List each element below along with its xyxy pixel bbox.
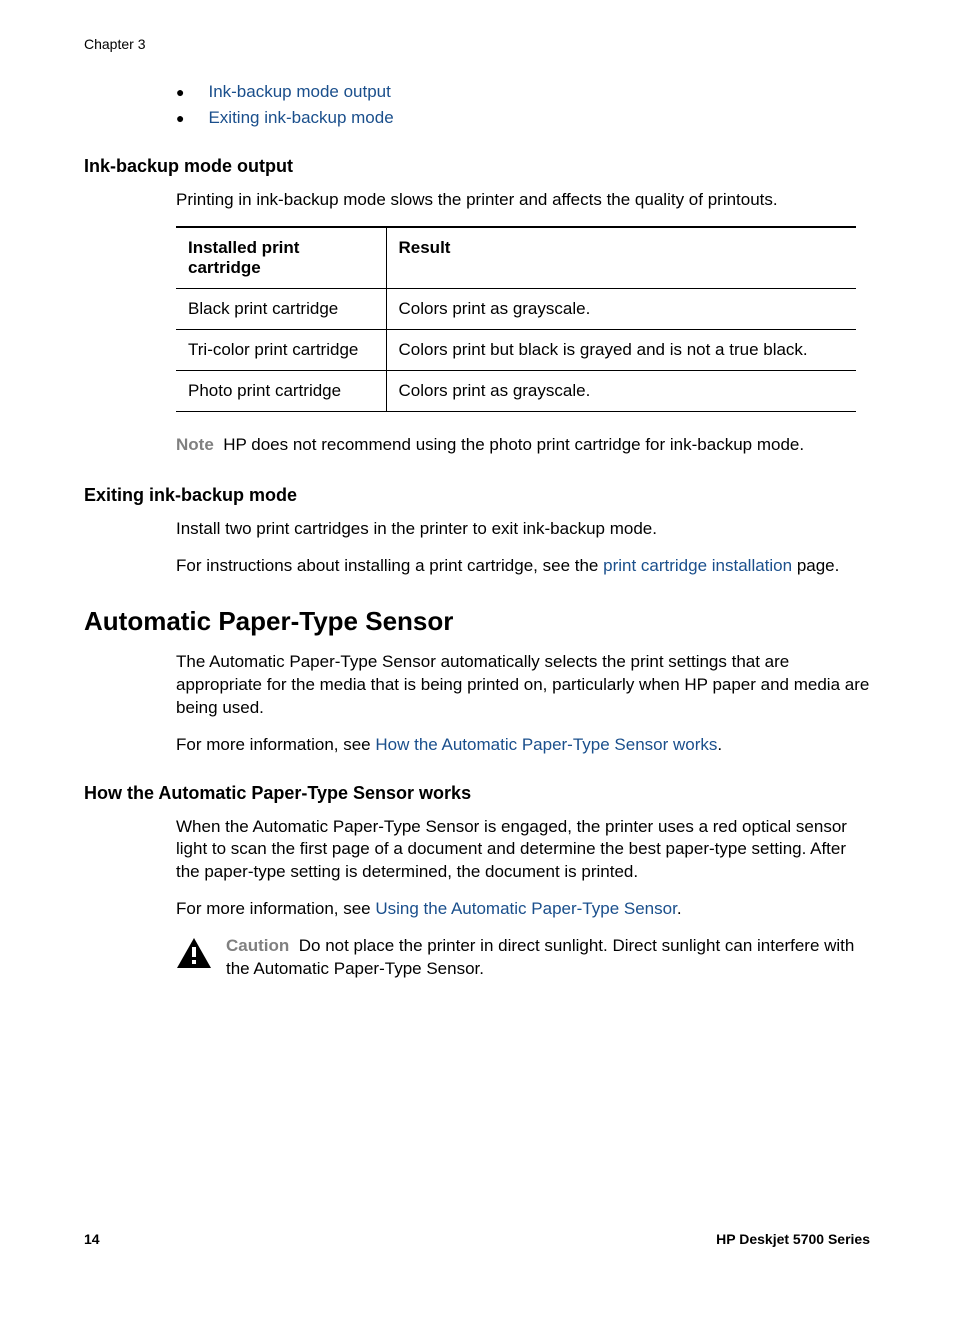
bullet-icon: ● — [176, 110, 184, 126]
cartridge-result-table: Installed print cartridge Result Black p… — [176, 226, 856, 412]
table-row: Photo print cartridge Colors print as gr… — [176, 370, 856, 411]
toc-item: ● Ink-backup mode output — [176, 82, 870, 102]
caution-icon — [176, 937, 212, 969]
caution-text-wrap: Caution Do not place the printer in dire… — [226, 935, 870, 981]
toc-link-ink-backup-output[interactable]: Ink-backup mode output — [208, 82, 390, 102]
text-fragment: For more information, see — [176, 735, 375, 754]
chapter-label: Chapter 3 — [84, 36, 870, 52]
section-automatic-paper-type-sensor: Automatic Paper-Type Sensor The Automati… — [84, 606, 870, 981]
link-print-cartridge-installation[interactable]: print cartridge installation — [603, 556, 792, 575]
exiting-p1: Install two print cartridges in the prin… — [176, 518, 870, 541]
page-number: 14 — [84, 1231, 100, 1247]
text-fragment: . — [717, 735, 722, 754]
text-fragment: . — [677, 899, 682, 918]
product-name: HP Deskjet 5700 Series — [716, 1231, 870, 1247]
heading-auto-sensor: Automatic Paper-Type Sensor — [84, 606, 870, 637]
intro-text: Printing in ink-backup mode slows the pr… — [176, 189, 870, 212]
text-fragment: page. — [792, 556, 839, 575]
toc-list: ● Ink-backup mode output ● Exiting ink-b… — [176, 82, 870, 128]
heading-how-sensor-works: How the Automatic Paper-Type Sensor work… — [84, 783, 870, 804]
col-header-result: Result — [386, 227, 856, 289]
note-block: Note HP does not recommend using the pho… — [176, 434, 870, 457]
cell-result: Colors print as grayscale. — [386, 370, 856, 411]
auto-sensor-p2: For more information, see How the Automa… — [176, 734, 870, 757]
how-works-p2: For more information, see Using the Auto… — [176, 898, 870, 921]
exiting-p2: For instructions about installing a prin… — [176, 555, 870, 578]
link-using-auto-sensor[interactable]: Using the Automatic Paper-Type Sensor — [375, 899, 676, 918]
cell-cartridge: Photo print cartridge — [176, 370, 386, 411]
heading-exiting: Exiting ink-backup mode — [84, 485, 870, 506]
page-footer: 14 HP Deskjet 5700 Series — [84, 1231, 870, 1247]
text-fragment: For more information, see — [176, 899, 375, 918]
auto-sensor-p1: The Automatic Paper-Type Sensor automati… — [176, 651, 870, 720]
how-works-p1: When the Automatic Paper-Type Sensor is … — [176, 816, 870, 885]
heading-ink-backup-output: Ink-backup mode output — [84, 156, 870, 177]
text-fragment: For instructions about installing a prin… — [176, 556, 603, 575]
section-ink-backup-output: Ink-backup mode output Printing in ink-b… — [84, 156, 870, 457]
col-header-cartridge: Installed print cartridge — [176, 227, 386, 289]
note-text: HP does not recommend using the photo pr… — [223, 435, 804, 454]
table-row: Black print cartridge Colors print as gr… — [176, 288, 856, 329]
section-exiting-ink-backup: Exiting ink-backup mode Install two prin… — [84, 485, 870, 578]
cell-result: Colors print as grayscale. — [386, 288, 856, 329]
caution-label: Caution — [226, 936, 289, 955]
cell-result: Colors print but black is grayed and is … — [386, 329, 856, 370]
toc-item: ● Exiting ink-backup mode — [176, 108, 870, 128]
table-row: Tri-color print cartridge Colors print b… — [176, 329, 856, 370]
caution-text: Do not place the printer in direct sunli… — [226, 936, 854, 978]
cell-cartridge: Black print cartridge — [176, 288, 386, 329]
link-how-sensor-works[interactable]: How the Automatic Paper-Type Sensor work… — [375, 735, 717, 754]
bullet-icon: ● — [176, 84, 184, 100]
cell-cartridge: Tri-color print cartridge — [176, 329, 386, 370]
caution-block: Caution Do not place the printer in dire… — [176, 935, 870, 981]
note-label: Note — [176, 435, 214, 454]
table-header-row: Installed print cartridge Result — [176, 227, 856, 289]
toc-link-exiting-ink-backup[interactable]: Exiting ink-backup mode — [208, 108, 393, 128]
